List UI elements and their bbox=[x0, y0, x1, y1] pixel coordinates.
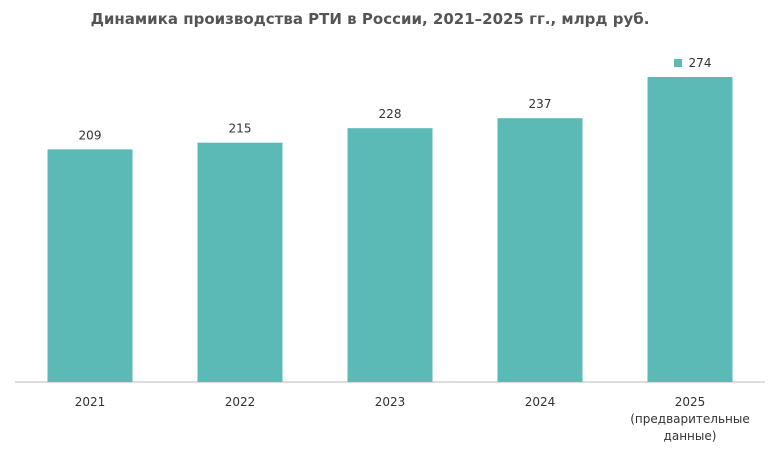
bar bbox=[497, 118, 583, 383]
data-label: 228 bbox=[379, 107, 402, 121]
bar bbox=[347, 128, 433, 382]
x-tick-label: 2022 bbox=[224, 395, 256, 409]
chart-title: Динамика производства РТИ в России, 2021… bbox=[91, 10, 650, 28]
x-tick-label: 2025 (предварительные данные) bbox=[630, 395, 750, 443]
label-marker bbox=[674, 59, 682, 67]
data-label: 209 bbox=[79, 128, 102, 142]
bar bbox=[47, 149, 133, 382]
data-label: 274 bbox=[689, 56, 712, 70]
bar bbox=[197, 142, 283, 382]
data-label: 215 bbox=[229, 122, 252, 136]
x-tick-label: 2024 bbox=[524, 395, 556, 409]
x-tick-label: 2021 bbox=[74, 395, 106, 409]
bar bbox=[647, 77, 733, 382]
data-label: 237 bbox=[529, 97, 552, 111]
x-tick-label: 2023 bbox=[374, 395, 406, 409]
